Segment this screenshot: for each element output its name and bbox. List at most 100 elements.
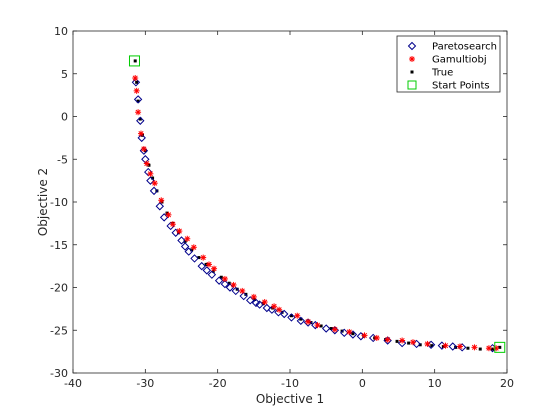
legend-label-gamultiobj: Gamultiobj [432,55,487,66]
point-gamultiobj [331,326,338,333]
point-gamultiobj [399,337,406,344]
legend-diamond-icon [407,41,417,51]
y-tick-label: -5 [57,153,68,166]
point-gamultiobj [361,332,368,339]
point-gamultiobj [151,180,158,187]
point-paretosearch [202,266,212,275]
point-true [219,275,223,279]
point-start-points [494,341,506,353]
legend-item-true: True [410,68,453,79]
point-true [498,345,502,349]
point-gamultiobj [305,318,312,325]
point-paretosearch [207,270,217,279]
point-gamultiobj [493,345,500,352]
point-start-points [128,55,140,67]
point-gamultiobj [239,287,246,294]
legend-item-gamultiobj: Gamultiobj [409,55,487,66]
point-gamultiobj [261,299,268,306]
point-true [253,297,257,301]
point-paretosearch [220,279,230,289]
point-gamultiobj [485,345,492,352]
point-true [395,339,399,343]
point-gamultiobj [221,275,228,282]
point-gamultiobj [169,221,176,228]
point-gamultiobj [276,306,283,313]
point-true [418,343,422,347]
point-gamultiobj [205,261,212,268]
y-axis-title: Objective 2 [36,168,50,236]
x-tick-label: -10 [281,377,299,390]
point-true [351,332,355,336]
y-axis: 10 5 0 -5 -10 -15 -20 -25 -30 [50,25,507,380]
point-true [136,99,140,103]
point-gamultiobj [211,265,218,272]
point-gamultiobj [471,344,478,351]
point-true [211,269,215,273]
point-true [197,256,201,260]
data-marks [128,55,506,353]
point-true [160,200,164,204]
point-paretosearch [184,247,193,256]
point-gamultiobj [147,170,154,177]
point-paretosearch [262,303,272,313]
point-paretosearch [133,95,143,104]
point-gamultiobj [442,342,449,349]
x-tick-label: 0 [359,377,366,390]
point-paretosearch [255,300,264,309]
point-gamultiobj [409,339,416,346]
point-gamultiobj [346,328,353,335]
point-paretosearch [177,236,186,245]
y-tick-label: -10 [50,196,68,209]
y-tick-label: -20 [50,282,68,295]
point-true [329,327,333,331]
legend-item-paretosearch: Paretosearch [407,41,497,53]
point-gamultiobj [271,303,278,310]
point-true [190,248,194,252]
point-paretosearch [149,186,159,196]
point-gamultiobj [384,336,391,343]
point-gamultiobj [456,343,463,350]
x-tick-label: 10 [428,377,442,390]
y-tick-label: 5 [61,68,68,81]
legend-star-icon [409,56,415,62]
y-tick-label: -15 [50,239,68,252]
point-paretosearch [131,78,141,87]
point-true [183,239,187,243]
point-gamultiobj [294,312,301,319]
point-paretosearch [146,176,155,185]
point-gamultiobj [143,160,150,167]
point-paretosearch [287,313,296,322]
point-gamultiobj [250,293,257,300]
x-axis-title: Objective 1 [256,392,324,406]
point-true [299,317,303,321]
point-paretosearch [136,116,145,125]
y-tick-label: -25 [50,324,68,337]
point-gamultiobj [230,281,237,288]
point-paretosearch [280,309,289,319]
point-gamultiobj [176,228,183,235]
point-paretosearch [321,324,331,333]
legend: Paretosearch Gamultiobj True Start Point… [396,35,501,93]
point-paretosearch [397,338,407,348]
point-true [151,176,155,180]
y-tick-label: -30 [50,367,68,380]
point-gamultiobj [424,340,431,347]
point-gamultiobj [158,197,165,204]
point-true [466,346,470,350]
point-true [430,344,434,348]
legend-label-paretosearch: Paretosearch [432,42,497,53]
point-true [138,117,142,121]
point-paretosearch [155,202,165,211]
x-tick-label: -40 [64,377,82,390]
point-paretosearch [139,146,149,155]
x-axis: -40 -30 -20 -10 0 10 20 [64,31,514,390]
point-paretosearch [448,342,457,351]
point-paretosearch [214,276,224,285]
point-true [491,347,495,351]
point-true [478,347,482,351]
point-gamultiobj [133,87,140,94]
point-paretosearch [197,261,206,271]
point-gamultiobj [373,334,380,341]
point-gamultiobj [190,244,197,251]
point-paretosearch [239,291,248,301]
